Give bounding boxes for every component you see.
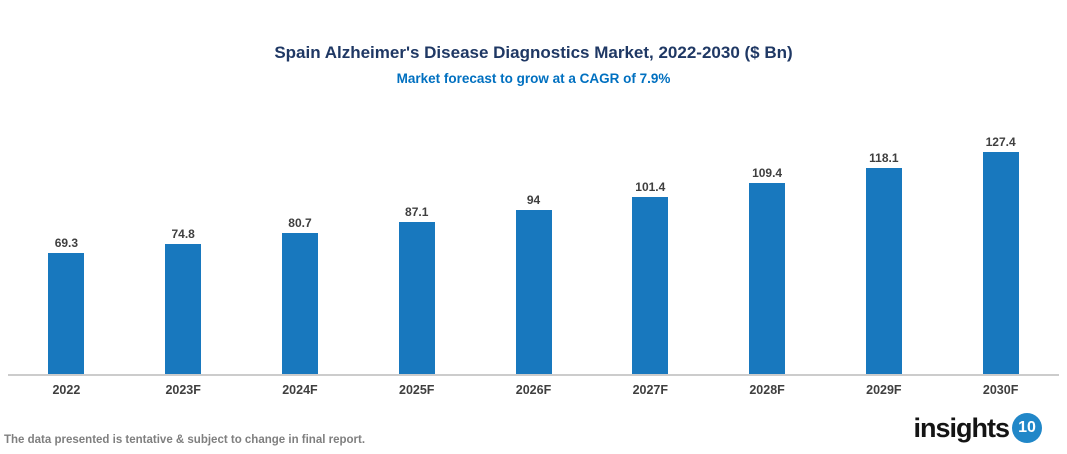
insights10-logo: insights 10: [913, 413, 1042, 443]
bar: [398, 222, 435, 374]
bar: [982, 152, 1019, 374]
bar-value-label: 69.3: [54, 236, 79, 250]
x-axis-label: 2024F: [282, 383, 318, 397]
bar-column: 80.7: [242, 216, 359, 374]
bar-column: 74.8: [125, 227, 242, 374]
x-axis-label: 2023F: [165, 383, 201, 397]
x-axis-label: 2030F: [982, 383, 1019, 397]
bar: [281, 233, 318, 374]
chart-title: Spain Alzheimer's Disease Diagnostics Ma…: [274, 43, 793, 62]
bar: [749, 183, 786, 374]
bar-value-label: 74.8: [171, 227, 195, 241]
bar-column: 118.1: [825, 151, 942, 374]
bar: [632, 197, 669, 374]
x-axis-labels: 2022 2023F 2024F 2025F 2026F 2027F 2028F 2029F 2…: [8, 376, 1059, 397]
bar: [865, 168, 902, 374]
bar-column: 94: [475, 193, 592, 374]
bar: [48, 253, 85, 374]
bar-column: 101.4: [592, 180, 709, 374]
x-axis-label: 2022: [52, 383, 81, 397]
logo-text: insights: [913, 413, 1010, 443]
footer-disclaimer: The data presented is tentative & subjec…: [4, 434, 366, 446]
bar-column: 127.4: [942, 135, 1059, 374]
bar-column: 69.3: [8, 236, 125, 374]
bar-value-label: 101.4: [635, 180, 666, 194]
plot-area: 69.3 74.8 80.7 87.1 94 101.4 109.4 118.1 127.4: [8, 134, 1059, 376]
bar: [515, 210, 552, 374]
chart-subtitle: Market forecast to grow at a CAGR of 7.9…: [396, 71, 671, 86]
bar-value-label: 87.1: [405, 205, 429, 219]
bar-column: 109.4: [709, 166, 826, 374]
x-axis-label: 2027F: [632, 383, 669, 397]
bar-value-label: 80.7: [288, 216, 312, 230]
bar-value-label: 109.4: [752, 166, 783, 180]
x-axis-label: 2029F: [866, 383, 902, 397]
bar-value-label: 127.4: [985, 135, 1016, 149]
x-axis-label: 2026F: [515, 383, 552, 397]
bar-value-label: 118.1: [869, 151, 899, 165]
bar-column: 87.1: [358, 205, 475, 374]
x-axis-label: 2028F: [749, 383, 785, 397]
bar: [165, 244, 202, 374]
bar-value-label: 94: [526, 193, 541, 207]
logo-badge: 10: [1012, 413, 1042, 443]
x-axis-label: 2025F: [399, 383, 435, 397]
